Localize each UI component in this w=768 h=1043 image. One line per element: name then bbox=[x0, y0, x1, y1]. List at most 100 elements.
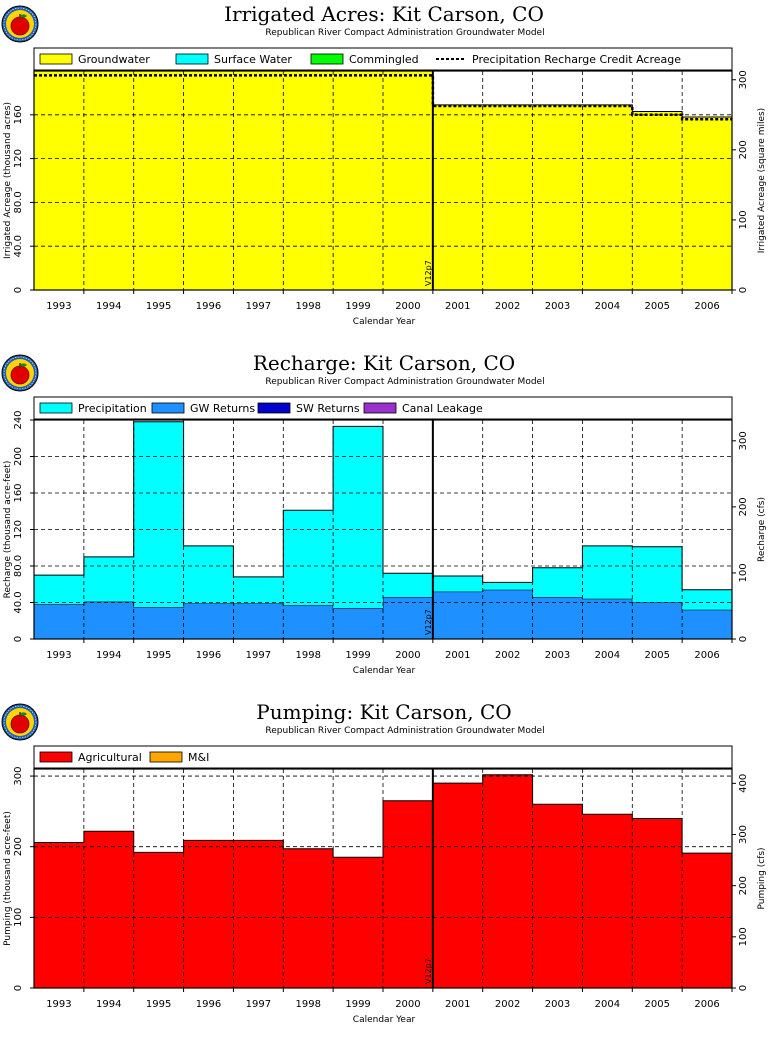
recharge-chart: Recharge: Kit Carson, CO Republican River… bbox=[1, 351, 767, 676]
x-tick-label: 2002 bbox=[495, 999, 520, 1010]
y-tick-label: 0 bbox=[13, 985, 24, 991]
x-tick-label: 2000 bbox=[395, 999, 420, 1010]
apple-icon bbox=[10, 365, 30, 385]
x-tick-label: 1999 bbox=[345, 301, 370, 312]
legend-label: M&I bbox=[188, 751, 209, 764]
agency-logo bbox=[1, 354, 39, 392]
y-tick-label: 300 bbox=[13, 767, 24, 786]
x-axis-label: Calendar Year bbox=[353, 1015, 416, 1025]
y2-tick-label: 0 bbox=[738, 287, 749, 293]
version-marker-label: V12p7 bbox=[424, 260, 433, 286]
y2-tick-label: 300 bbox=[738, 825, 749, 844]
chart-title: Recharge: Kit Carson, CO bbox=[253, 351, 515, 375]
x-tick-label: 1995 bbox=[146, 999, 171, 1010]
apple-stem-icon bbox=[19, 712, 21, 717]
legend-label: Precipitation Recharge Credit Acreage bbox=[472, 53, 681, 66]
y2-tick-label: 400 bbox=[738, 774, 749, 793]
x-tick-label: 2003 bbox=[545, 650, 570, 661]
y-tick-label: 200 bbox=[13, 837, 24, 856]
x-tick-label: 2005 bbox=[644, 301, 669, 312]
y2-tick-label: 0 bbox=[738, 636, 749, 642]
legend-label: Agricultural bbox=[78, 751, 142, 764]
x-tick-label: 2006 bbox=[694, 650, 719, 661]
legend-label: SW Returns bbox=[296, 402, 360, 415]
chart-subtitle: Republican River Compact Administration … bbox=[265, 726, 544, 736]
y2-axis-label: Pumping (cfs) bbox=[757, 847, 767, 909]
legend-swatch bbox=[310, 53, 344, 65]
x-tick-label: 2003 bbox=[545, 999, 570, 1010]
y-tick-label: 120 bbox=[13, 520, 24, 539]
y-tick-label: 200 bbox=[13, 447, 24, 466]
area-gw-returns bbox=[34, 589, 732, 639]
legend-label: Canal Leakage bbox=[402, 402, 483, 415]
x-tick-label: 2001 bbox=[445, 999, 470, 1010]
y-tick-label: 0 bbox=[13, 636, 24, 642]
legend-swatch bbox=[363, 402, 397, 414]
y-tick-label: 160 bbox=[13, 483, 24, 502]
x-tick-label: 1998 bbox=[295, 999, 320, 1010]
x-tick-label: 1997 bbox=[246, 999, 271, 1010]
legend-label: Surface Water bbox=[214, 53, 292, 66]
apple-stem-icon bbox=[19, 363, 21, 368]
x-tick-label: 1998 bbox=[295, 301, 320, 312]
x-axis-label: Calendar Year bbox=[353, 666, 416, 676]
y-tick-label: 160 bbox=[13, 105, 24, 124]
x-tick-label: 2006 bbox=[694, 301, 719, 312]
logo-lettering bbox=[3, 705, 37, 739]
apple-leaf-icon bbox=[20, 14, 27, 18]
y-tick-label: 40.0 bbox=[13, 235, 24, 257]
apple-icon bbox=[10, 714, 30, 734]
apple-leaf-icon bbox=[20, 712, 27, 716]
chart-subtitle: Republican River Compact Administration … bbox=[265, 28, 544, 38]
legend-label: Precipitation bbox=[78, 402, 147, 415]
x-tick-label: 1997 bbox=[246, 301, 271, 312]
y-tick-label: 80.0 bbox=[13, 555, 24, 577]
x-tick-label: 2003 bbox=[545, 301, 570, 312]
legend-swatch bbox=[175, 53, 209, 65]
x-tick-label: 2002 bbox=[495, 301, 520, 312]
chart-title: Irrigated Acres: Kit Carson, CO bbox=[224, 2, 544, 26]
pumping-panel: Pumping: Kit Carson, CO Republican River … bbox=[0, 698, 768, 1043]
x-tick-label: 1995 bbox=[146, 650, 171, 661]
x-tick-label: 2005 bbox=[644, 999, 669, 1010]
x-tick-label: 1999 bbox=[345, 999, 370, 1010]
x-tick-label: 1996 bbox=[196, 301, 221, 312]
legend-swatch bbox=[149, 751, 183, 763]
x-tick-label: 1993 bbox=[46, 999, 71, 1010]
x-tick-label: 2004 bbox=[595, 650, 620, 661]
y-tick-label: 40.0 bbox=[13, 591, 24, 613]
irrigated-acres-panel: Irrigated Acres: Kit Carson, CO Republica… bbox=[0, 0, 768, 345]
logo-lettering bbox=[3, 356, 37, 390]
y-tick-label: 240 bbox=[13, 410, 24, 429]
y2-tick-label: 300 bbox=[738, 70, 749, 89]
x-tick-label: 1998 bbox=[295, 650, 320, 661]
x-tick-label: 2001 bbox=[445, 650, 470, 661]
y2-tick-label: 200 bbox=[738, 497, 749, 516]
pumping-chart: Pumping: Kit Carson, CO Republican River … bbox=[1, 700, 767, 1025]
agency-logo bbox=[1, 703, 39, 741]
y2-axis-label: Recharge (cfs) bbox=[757, 497, 767, 562]
x-tick-label: 1996 bbox=[196, 650, 221, 661]
x-tick-label: 2006 bbox=[694, 999, 719, 1010]
chart-title: Pumping: Kit Carson, CO bbox=[256, 700, 511, 724]
x-tick-label: 2002 bbox=[495, 650, 520, 661]
legend-swatch bbox=[257, 402, 291, 414]
logo-lettering bbox=[3, 7, 37, 41]
apple-icon bbox=[10, 16, 30, 36]
x-tick-label: 2004 bbox=[595, 999, 620, 1010]
chart-subtitle: Republican River Compact Administration … bbox=[265, 377, 544, 387]
y-axis-label: Irrigated Acreage (thousand acres) bbox=[3, 102, 13, 259]
area-groundwater bbox=[34, 71, 732, 290]
irrigated-acres-chart: Irrigated Acres: Kit Carson, CO Republica… bbox=[1, 2, 767, 327]
legend-swatch bbox=[39, 751, 73, 763]
legend-box bbox=[33, 47, 733, 71]
version-marker-label: V12p7 bbox=[424, 958, 433, 984]
precip-credit-line bbox=[34, 74, 732, 121]
apple-leaf-icon bbox=[20, 363, 27, 367]
x-tick-label: 1993 bbox=[46, 650, 71, 661]
x-tick-label: 2000 bbox=[395, 650, 420, 661]
recharge-panel: Recharge: Kit Carson, CO Republican River… bbox=[0, 349, 768, 694]
x-tick-label: 1995 bbox=[146, 301, 171, 312]
legend-label: Groundwater bbox=[78, 53, 150, 66]
x-tick-label: 1996 bbox=[196, 999, 221, 1010]
